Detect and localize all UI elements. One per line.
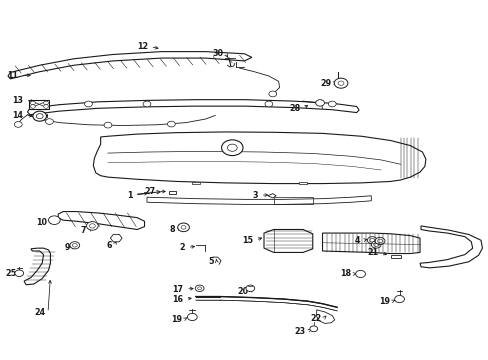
Circle shape (195, 285, 203, 292)
Text: 4: 4 (354, 236, 360, 245)
Circle shape (33, 111, 46, 121)
Circle shape (197, 287, 201, 290)
Polygon shape (168, 192, 176, 194)
Circle shape (48, 216, 60, 225)
Polygon shape (29, 100, 49, 109)
Circle shape (369, 238, 374, 242)
Circle shape (377, 239, 382, 243)
Text: 28: 28 (289, 104, 300, 113)
Text: 9: 9 (64, 243, 70, 252)
Text: 25: 25 (5, 269, 16, 278)
Text: 21: 21 (366, 248, 378, 257)
Circle shape (15, 270, 23, 276)
Circle shape (167, 121, 175, 127)
Text: 30: 30 (212, 49, 223, 58)
Polygon shape (267, 194, 276, 198)
Polygon shape (195, 297, 220, 300)
Polygon shape (93, 132, 425, 184)
Circle shape (72, 243, 77, 247)
Polygon shape (24, 248, 50, 285)
Polygon shape (8, 51, 251, 79)
Text: 18: 18 (339, 269, 350, 278)
Circle shape (30, 101, 35, 105)
Circle shape (333, 78, 347, 88)
Circle shape (143, 101, 151, 107)
Polygon shape (322, 233, 419, 253)
Polygon shape (316, 310, 334, 323)
Polygon shape (299, 182, 306, 184)
Polygon shape (419, 226, 482, 268)
Text: 24: 24 (34, 308, 45, 317)
Circle shape (227, 144, 237, 151)
Circle shape (70, 242, 80, 249)
Text: 22: 22 (310, 314, 321, 323)
Text: 19: 19 (378, 297, 389, 306)
Circle shape (355, 270, 365, 278)
Circle shape (394, 296, 404, 303)
Circle shape (104, 122, 112, 128)
Polygon shape (264, 229, 312, 252)
Text: 2: 2 (179, 243, 184, 252)
Circle shape (89, 224, 95, 228)
Circle shape (315, 100, 324, 106)
Circle shape (36, 114, 43, 119)
Circle shape (181, 226, 185, 229)
Circle shape (309, 326, 317, 332)
Polygon shape (58, 212, 144, 229)
Text: 6: 6 (106, 241, 112, 250)
Circle shape (370, 241, 380, 248)
Circle shape (86, 222, 98, 230)
Circle shape (268, 91, 276, 97)
Circle shape (264, 101, 272, 107)
Text: 29: 29 (320, 79, 330, 88)
Polygon shape (147, 196, 370, 204)
Circle shape (84, 101, 92, 107)
Text: 17: 17 (172, 284, 183, 293)
Polygon shape (220, 297, 254, 301)
Text: 8: 8 (169, 225, 175, 234)
Text: 10: 10 (37, 218, 47, 227)
Circle shape (374, 237, 384, 244)
Text: 1: 1 (126, 190, 132, 199)
Polygon shape (322, 304, 336, 311)
Circle shape (221, 140, 243, 156)
Text: 19: 19 (171, 315, 182, 324)
Text: 5: 5 (208, 257, 214, 266)
Text: 27: 27 (144, 187, 156, 196)
Polygon shape (390, 255, 400, 258)
Text: 11: 11 (7, 71, 18, 80)
Text: 7: 7 (81, 226, 86, 235)
Circle shape (245, 285, 254, 292)
Polygon shape (27, 100, 358, 115)
Text: 23: 23 (294, 327, 305, 336)
Text: 3: 3 (252, 190, 258, 199)
Circle shape (337, 81, 343, 85)
Text: 12: 12 (137, 42, 148, 51)
Polygon shape (307, 301, 322, 307)
Text: 16: 16 (172, 294, 183, 303)
Circle shape (373, 243, 378, 246)
Circle shape (30, 105, 35, 108)
Circle shape (43, 105, 48, 108)
Circle shape (366, 237, 376, 244)
Polygon shape (191, 182, 199, 184)
Polygon shape (254, 298, 283, 303)
Text: 20: 20 (237, 287, 248, 296)
Text: 26: 26 (227, 143, 238, 152)
Polygon shape (283, 299, 307, 305)
Circle shape (187, 314, 197, 320)
Polygon shape (110, 234, 122, 242)
Circle shape (328, 101, 335, 107)
Circle shape (14, 122, 22, 127)
Text: 13: 13 (12, 96, 23, 105)
Circle shape (177, 223, 189, 231)
Text: 14: 14 (12, 111, 23, 120)
Text: 15: 15 (242, 236, 253, 245)
Circle shape (43, 101, 48, 105)
Circle shape (45, 119, 53, 125)
